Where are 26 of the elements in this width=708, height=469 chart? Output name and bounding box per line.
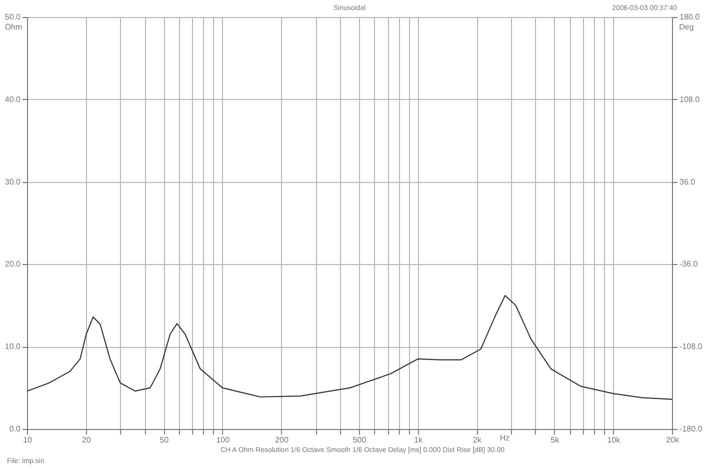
y-tick-label: 10.0	[4, 342, 22, 352]
y-tick-label: 40.0	[4, 94, 22, 104]
x-tick-label: 1k	[414, 436, 424, 444]
y2-tick-label: 36.0	[680, 177, 696, 186]
y2-tick-label: 108.0	[680, 94, 700, 104]
y-tick-label: 0.0	[9, 424, 22, 434]
x-tick-label: 20k	[666, 436, 680, 444]
x-tick-label: 500	[352, 436, 367, 444]
y-axis-title: Ohm	[4, 22, 22, 32]
x-axis-title: Hz	[500, 434, 510, 442]
x-tick-label: 20	[82, 436, 92, 444]
y2-tick-label: 180.0	[680, 12, 700, 22]
x-tick-label: 200	[275, 436, 289, 444]
y-tick-label: 50.0	[4, 12, 22, 22]
y2-axis-title: Deg	[679, 22, 694, 32]
y2-tick-label: -180.0	[680, 424, 703, 434]
x-tick-label: 5k	[550, 436, 560, 444]
x-tick-label: 100	[216, 436, 230, 444]
x-tick-label: 10k	[607, 436, 622, 444]
x-tick-label: 50	[160, 436, 170, 444]
x-tick-label: 2k	[472, 436, 482, 444]
y2-tick-label: -36.0	[680, 260, 698, 269]
y-tick-label: 20.0	[4, 260, 22, 269]
y2-tick-label: -108.0	[680, 342, 703, 352]
x-tick-label: 10	[23, 436, 32, 444]
y-tick-label: 30.0	[4, 177, 22, 186]
